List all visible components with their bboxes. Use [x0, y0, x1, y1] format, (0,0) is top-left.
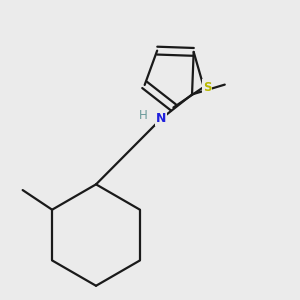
- Text: N: N: [156, 112, 166, 125]
- Text: H: H: [139, 109, 147, 122]
- Text: S: S: [203, 80, 211, 94]
